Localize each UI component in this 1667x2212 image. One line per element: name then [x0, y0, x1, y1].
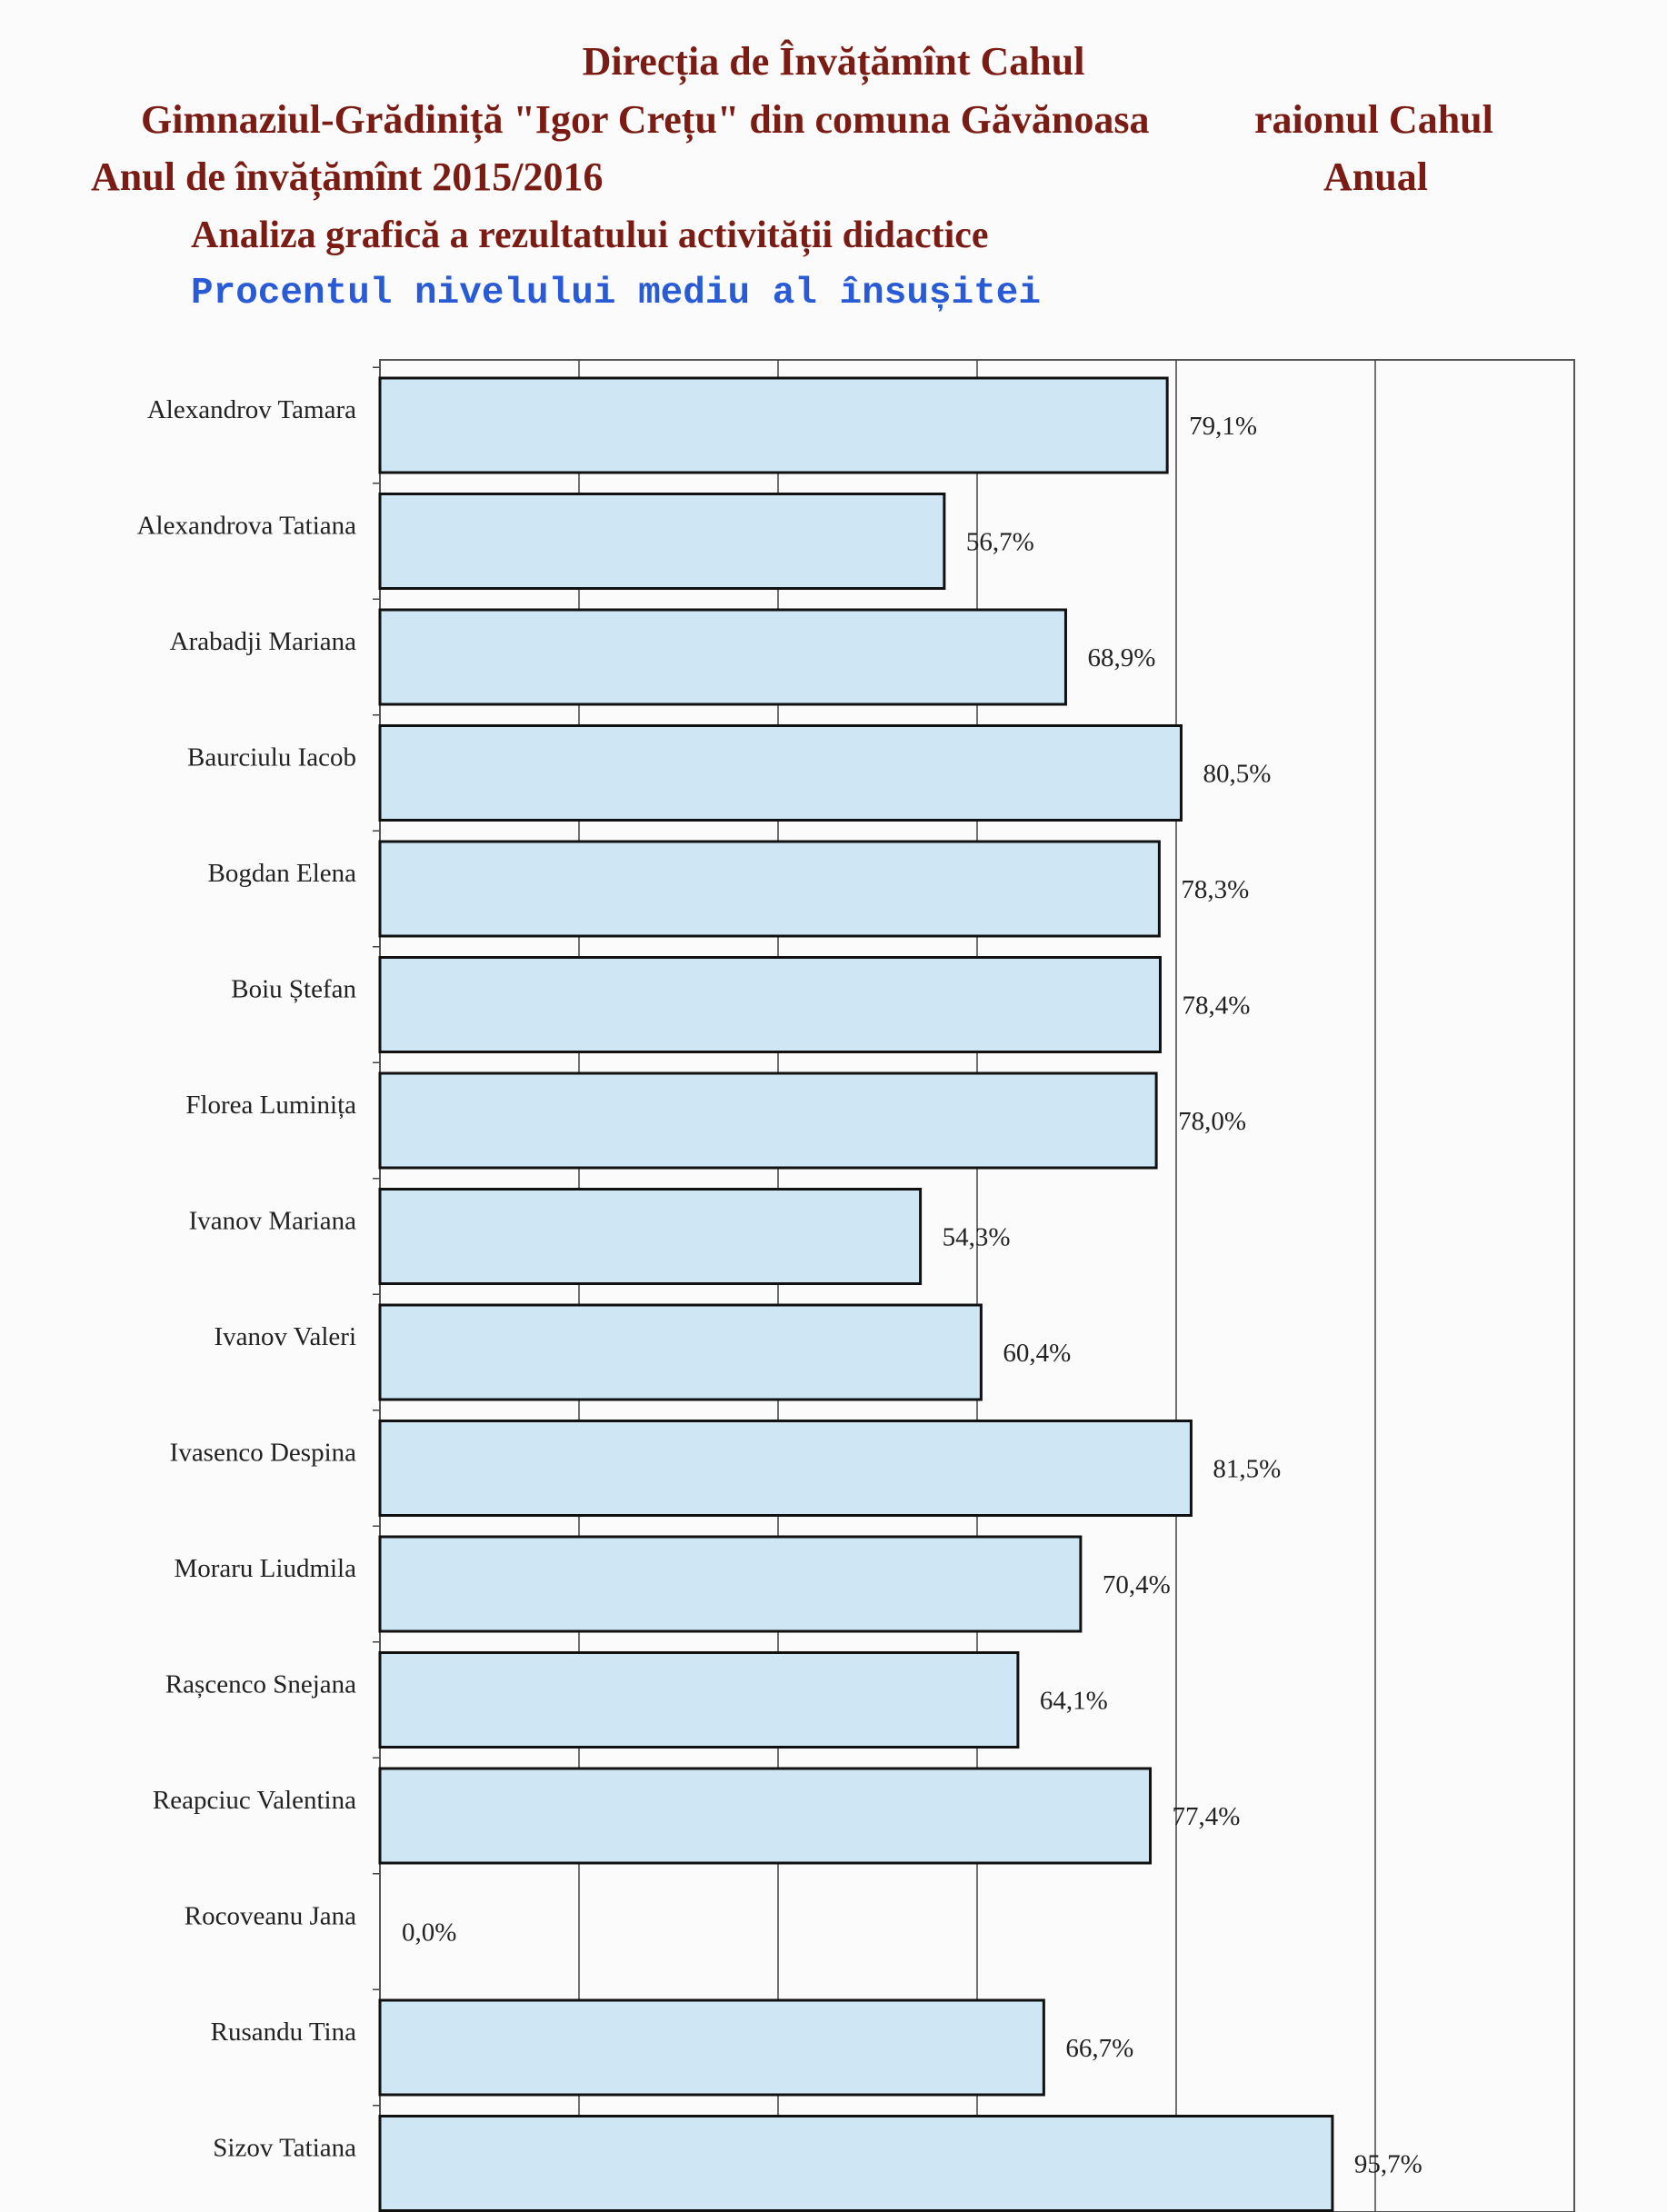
bar-1	[378, 493, 946, 590]
data-label: 70,4%	[1103, 1570, 1171, 1599]
bar-6	[378, 1071, 1158, 1170]
bar-8	[378, 1303, 983, 1401]
bar-11	[378, 1651, 1020, 1749]
category-label: Ivasenco Despina	[170, 1439, 356, 1468]
bar-9	[378, 1420, 1193, 1517]
chart-bars	[378, 376, 1334, 2212]
bar-4	[378, 840, 1161, 938]
category-label: Alexandrova Tatiana	[137, 512, 357, 541]
school-year: Anul de învățămînt 2015/2016	[91, 154, 604, 199]
bar-12	[378, 1767, 1153, 1865]
value-labels: 79,1% 56,7% 68,9% 80,5% 78,3% 78,4% 78,0% 54,3%…	[402, 412, 1422, 2179]
data-label: 0,0%	[402, 1918, 456, 1948]
data-label: 66,7%	[1065, 2034, 1133, 2063]
school-name: Gimnaziul-Grădiniță "Igor Crețu" din com…	[141, 97, 1150, 142]
bar-3	[378, 724, 1183, 822]
category-label: Ivanov Mariana	[189, 1207, 357, 1236]
data-label: 64,1%	[1040, 1687, 1108, 1716]
category-label: Rașcenco Snejana	[165, 1670, 356, 1699]
category-label: Alexandrov Tamara	[147, 395, 356, 424]
data-label: 81,5%	[1213, 1455, 1281, 1484]
data-label: 60,4%	[1003, 1339, 1071, 1368]
data-label: 54,3%	[943, 1223, 1011, 1252]
bar-10	[378, 1535, 1083, 1633]
bar-0	[378, 376, 1169, 474]
category-label: Boiu Ștefan	[231, 975, 356, 1004]
category-label: Rocoveanu Jana	[185, 1902, 356, 1931]
data-label: 80,5%	[1203, 760, 1271, 789]
data-label: 79,1%	[1189, 412, 1257, 441]
data-label: 95,7%	[1354, 2150, 1422, 2179]
header-title: Direcția de Învățămînt Cahul	[582, 39, 1085, 84]
data-label: 77,4%	[1173, 1802, 1241, 1831]
bar-7	[378, 1188, 923, 1285]
data-label: 56,7%	[966, 528, 1034, 557]
bar-5	[378, 956, 1162, 1053]
chart-title: Procentul nivelului mediu al însușitei	[191, 273, 1041, 314]
category-label: Baurciulu Iacob	[187, 743, 356, 772]
category-labels: Alexandrov Tamara Alexandrova Tatiana Arab…	[137, 395, 357, 2163]
category-label: Arabadji Mariana	[170, 627, 356, 656]
category-label: Ivanov Valeri	[215, 1322, 357, 1351]
category-label: Rusandu Tina	[211, 2018, 356, 2047]
bar-15	[378, 2115, 1334, 2212]
data-label: 68,9%	[1087, 643, 1155, 673]
period-label: Anual	[1323, 154, 1428, 199]
bar-2	[378, 608, 1067, 706]
category-label: Bogdan Elena	[208, 859, 357, 888]
category-label: Sizov Tatiana	[213, 2134, 356, 2163]
data-label: 78,4%	[1182, 991, 1250, 1021]
category-label: Moraru Liudmila	[174, 1554, 356, 1583]
bar-14	[378, 1998, 1045, 2097]
category-label: Reapciuc Valentina	[153, 1786, 356, 1815]
analysis-title: Analiza grafică a rezultatului activităț…	[191, 214, 989, 256]
district-name: raionul Cahul	[1254, 97, 1493, 142]
data-label: 78,3%	[1181, 875, 1249, 904]
data-label: 78,0%	[1178, 1107, 1246, 1136]
category-label: Florea Luminița	[185, 1091, 356, 1120]
